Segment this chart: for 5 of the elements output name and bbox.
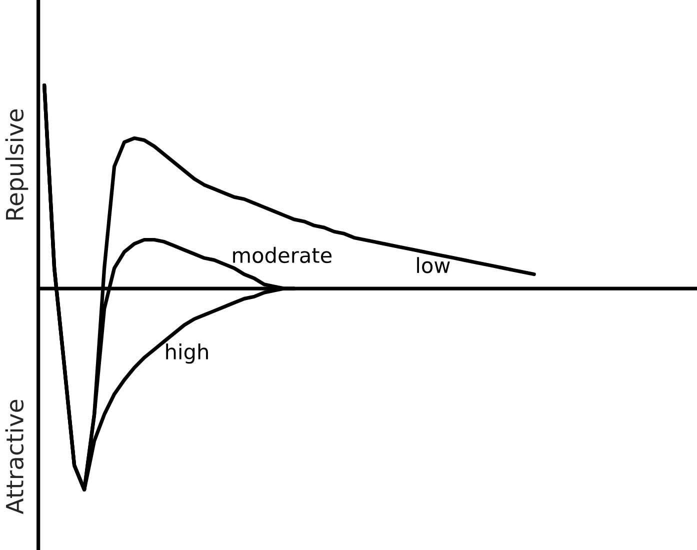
text: Repulsive <box>5 109 28 220</box>
series-label: high <box>166 343 208 364</box>
series-label: moderate <box>233 246 332 264</box>
text: Attractive <box>5 400 24 514</box>
series-label: low <box>417 257 450 274</box>
